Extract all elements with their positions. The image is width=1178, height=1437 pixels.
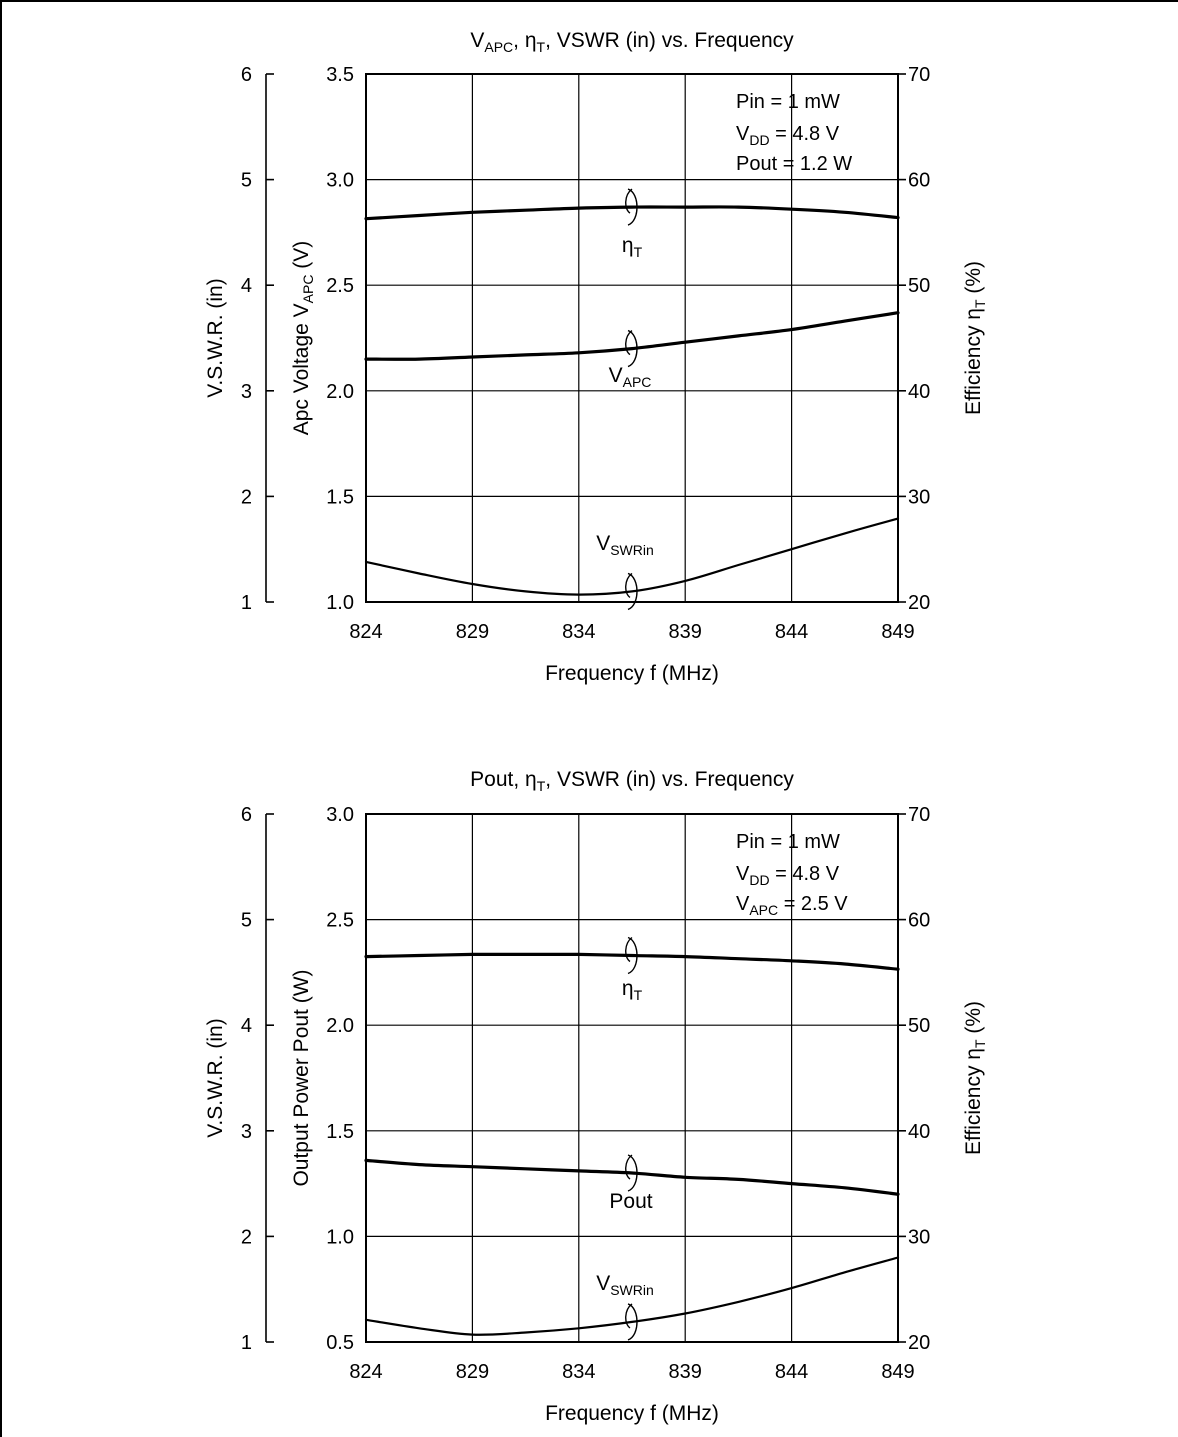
plot-area [365, 813, 899, 1343]
y-tick-label-efficiency: 50 [908, 1015, 930, 1037]
x-tick-label: 849 [881, 1361, 914, 1383]
series-line-vswr [364, 1256, 900, 1336]
y-tick-label-primary: 3.0 [326, 170, 354, 192]
series-line-vswr [364, 517, 900, 596]
y-tick-label-efficiency: 20 [908, 592, 930, 614]
curve-label-marker [625, 1303, 638, 1341]
y-tick-label-efficiency: 40 [908, 381, 930, 403]
condition-note: Pin = 1 mW [736, 91, 840, 113]
y-tick-label-efficiency: 30 [908, 1226, 930, 1248]
y-tick-label-vswr: 6 [241, 64, 252, 86]
x-tick-label: 839 [669, 621, 702, 643]
condition-note: VDD​ = 4.8 V [736, 123, 840, 148]
curve-label-marker [625, 936, 638, 975]
curve-label-marker [625, 1154, 638, 1192]
y-tick-label-primary: 2.5 [326, 275, 354, 297]
x-tick-label: 844 [775, 1361, 808, 1383]
condition-note: Pout = 1.2 W [736, 153, 852, 175]
y-axis-label-efficiency: Efficiency ηT​ (%) [962, 261, 988, 415]
y-tick-label-efficiency: 60 [908, 910, 930, 932]
curve-label: ηT​ [622, 234, 643, 260]
chart-pout-efficiency-vswr: Pout, ηT​, VSWR (in) vs. Frequency 824 829… [204, 768, 988, 1425]
x-tick-label: 834 [562, 1361, 595, 1383]
x-tick-label: 829 [456, 1361, 489, 1383]
plot-area [365, 73, 899, 603]
y-axis-label-vswr: V.S.W.R. (in) [204, 278, 227, 397]
y-tick-label-vswr: 6 [241, 804, 252, 826]
y-axis-label-vswr: V.S.W.R. (in) [204, 1018, 227, 1137]
y-tick-label-vswr: 4 [241, 1015, 252, 1037]
chart-apc-efficiency-vswr: VAPC​, ηT​, VSWR (in) vs. Frequency 824 82… [204, 29, 988, 685]
y-axis-label-primary: Apc Voltage VAPC​ (V) [290, 241, 316, 436]
y-tick-label-efficiency: 60 [908, 170, 930, 192]
x-tick-label: 824 [349, 621, 382, 643]
curve-label: VAPC​ [609, 364, 652, 390]
condition-note: VAPC​ = 2.5 V [736, 893, 848, 918]
y-tick-label-primary: 1.0 [326, 592, 354, 614]
y-tick-label-efficiency: 70 [908, 64, 930, 86]
condition-note: Pin = 1 mW [736, 831, 840, 853]
series-line-efficiency [364, 205, 900, 221]
y-tick-label-efficiency: 70 [908, 804, 930, 826]
y-tick-label-efficiency: 30 [908, 486, 930, 508]
y-tick-label-vswr: 4 [241, 275, 252, 297]
y-tick-label-vswr: 2 [241, 1226, 252, 1248]
x-tick-label: 844 [775, 621, 808, 643]
curve-label: VSWRin​ [596, 1272, 654, 1298]
y-tick-label-efficiency: 40 [908, 1121, 930, 1143]
y-tick-label-vswr: 1 [241, 1332, 252, 1354]
y-tick-label-primary: 2.0 [326, 1015, 354, 1037]
x-tick-label: 849 [881, 621, 914, 643]
curve-label: Pout [609, 1190, 652, 1213]
series-line-primary [364, 1158, 900, 1196]
y-tick-label-primary: 3.0 [326, 804, 354, 826]
x-tick-label: 839 [669, 1361, 702, 1383]
y-tick-label-vswr: 5 [241, 170, 252, 192]
x-axis-label: Frequency f (MHz) [545, 1402, 719, 1425]
y-tick-label-vswr: 3 [241, 1121, 252, 1143]
y-tick-label-primary: 2.0 [326, 381, 354, 403]
y-tick-label-primary: 2.5 [326, 910, 354, 932]
y-axis-label-efficiency: Efficiency ηT​ (%) [962, 1001, 988, 1155]
y-tick-label-primary: 1.5 [326, 486, 354, 508]
y-tick-label-efficiency: 50 [908, 275, 930, 297]
y-tick-label-vswr: 3 [241, 381, 252, 403]
curve-label: VSWRin​ [596, 532, 654, 558]
x-axis-label: Frequency f (MHz) [545, 662, 719, 685]
series-line-primary [364, 311, 900, 361]
y-tick-label-vswr: 5 [241, 910, 252, 932]
curve-label-marker [625, 329, 638, 368]
curve-label-marker [625, 188, 638, 226]
curve-label: ηT​ [622, 977, 643, 1003]
y-tick-label-primary: 1.5 [326, 1121, 354, 1143]
y-tick-label-primary: 3.5 [326, 64, 354, 86]
x-tick-label: 824 [349, 1361, 382, 1383]
y-tick-label-primary: 1.0 [326, 1226, 354, 1248]
y-axis-label-primary: Output Power Pout (W) [290, 969, 313, 1186]
y-tick-label-efficiency: 20 [908, 1332, 930, 1354]
x-tick-label: 834 [562, 621, 595, 643]
curve-label-marker [625, 572, 638, 611]
chart-title: Pout, ηT​, VSWR (in) vs. Frequency [470, 768, 794, 794]
y-tick-label-vswr: 1 [241, 592, 252, 614]
x-tick-label: 829 [456, 621, 489, 643]
chart-title: VAPC​, ηT​, VSWR (in) vs. Frequency [470, 29, 794, 55]
condition-note: VDD​ = 4.8 V [736, 863, 840, 888]
y-tick-label-primary: 0.5 [326, 1332, 354, 1354]
y-tick-label-vswr: 2 [241, 486, 252, 508]
series-line-efficiency [364, 952, 900, 971]
